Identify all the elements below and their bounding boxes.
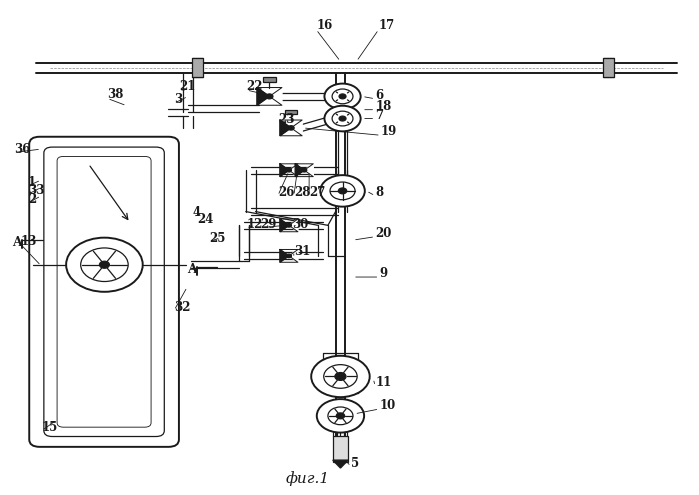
Circle shape: [324, 365, 357, 388]
Text: фиг.1: фиг.1: [285, 471, 329, 486]
Text: 18: 18: [375, 99, 391, 113]
Text: 33: 33: [28, 184, 44, 198]
Circle shape: [324, 84, 361, 109]
Text: 2: 2: [28, 193, 36, 206]
Text: 11: 11: [375, 376, 391, 389]
Text: 26: 26: [278, 186, 294, 199]
Text: 4: 4: [193, 206, 201, 219]
Text: 32: 32: [174, 300, 191, 313]
Polygon shape: [304, 164, 313, 177]
Text: 21: 21: [179, 80, 195, 93]
Polygon shape: [289, 249, 298, 262]
Text: 27: 27: [309, 186, 326, 199]
Text: 31: 31: [294, 246, 310, 258]
Polygon shape: [280, 164, 289, 177]
Text: A: A: [187, 263, 197, 276]
Circle shape: [288, 126, 294, 130]
Circle shape: [287, 168, 291, 172]
Text: 15: 15: [42, 421, 58, 434]
FancyBboxPatch shape: [57, 156, 151, 427]
Text: 8: 8: [375, 186, 383, 199]
Circle shape: [66, 238, 143, 292]
Text: 28: 28: [294, 186, 310, 199]
Circle shape: [332, 111, 353, 126]
Polygon shape: [269, 88, 282, 105]
Bar: [192, 58, 203, 77]
Text: 17: 17: [379, 19, 395, 33]
Text: 13: 13: [21, 235, 37, 248]
Bar: [284, 110, 297, 114]
Text: A: A: [13, 236, 22, 249]
Circle shape: [99, 261, 110, 268]
Polygon shape: [280, 120, 291, 136]
Text: 36: 36: [14, 143, 30, 155]
Text: 22: 22: [247, 80, 263, 93]
Polygon shape: [333, 460, 348, 468]
FancyBboxPatch shape: [29, 137, 179, 447]
Circle shape: [328, 407, 353, 425]
Circle shape: [311, 356, 370, 397]
Text: 1: 1: [28, 176, 36, 189]
Text: 7: 7: [375, 108, 383, 122]
Polygon shape: [291, 120, 302, 136]
Polygon shape: [289, 164, 298, 177]
Polygon shape: [280, 219, 289, 232]
Text: 12: 12: [247, 218, 263, 231]
Circle shape: [339, 94, 346, 99]
Circle shape: [320, 175, 365, 206]
Text: 25: 25: [209, 232, 225, 245]
Circle shape: [80, 248, 128, 282]
Circle shape: [287, 224, 291, 227]
Bar: [333, 436, 348, 462]
Bar: [263, 77, 275, 82]
Polygon shape: [289, 219, 298, 232]
FancyBboxPatch shape: [44, 147, 164, 437]
Text: 3: 3: [174, 93, 182, 106]
Polygon shape: [257, 88, 269, 105]
Text: 6: 6: [375, 89, 383, 102]
Circle shape: [317, 399, 364, 433]
Circle shape: [324, 106, 361, 131]
Text: 16: 16: [316, 19, 332, 33]
Circle shape: [339, 116, 346, 121]
Circle shape: [266, 94, 273, 99]
Text: 24: 24: [198, 213, 214, 226]
Circle shape: [338, 188, 347, 194]
Polygon shape: [295, 164, 304, 177]
Text: 20: 20: [375, 227, 391, 240]
Bar: [603, 58, 614, 77]
Circle shape: [330, 182, 355, 200]
Text: 19: 19: [381, 125, 397, 138]
Circle shape: [302, 168, 307, 172]
Circle shape: [336, 413, 345, 419]
Circle shape: [287, 254, 291, 258]
Circle shape: [335, 373, 346, 380]
Polygon shape: [280, 249, 289, 262]
Text: 38: 38: [107, 88, 124, 101]
Text: 29: 29: [261, 218, 277, 231]
Text: 10: 10: [380, 399, 396, 412]
Text: 5: 5: [351, 456, 359, 470]
Text: 23: 23: [278, 113, 294, 126]
Text: 30: 30: [292, 218, 309, 231]
Text: 9: 9: [380, 267, 387, 280]
Circle shape: [332, 89, 353, 104]
